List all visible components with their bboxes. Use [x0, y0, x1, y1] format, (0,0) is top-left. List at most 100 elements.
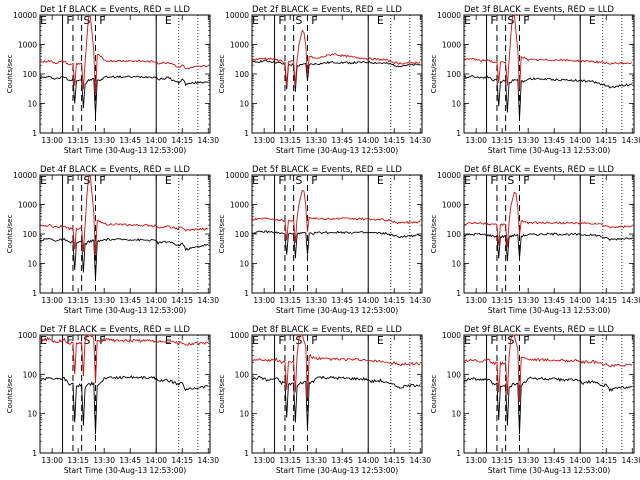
- x-axis-label: Start Time (30-Aug-13 12:53:00): [488, 466, 610, 475]
- y-tick-label: 10: [239, 100, 249, 109]
- plot-frame: [251, 14, 423, 134]
- interval-label: E: [464, 174, 471, 187]
- y-tick-label: 100: [23, 370, 38, 379]
- y-tick-label: 1000: [230, 331, 249, 340]
- x-tick-label: 14:30: [621, 136, 640, 145]
- x-tick-label: 14:00: [145, 456, 167, 465]
- interval-label: S: [83, 174, 90, 187]
- interval-label: E: [377, 334, 384, 347]
- chart-panel-1: Det 1f BLACK = Events, RED = LLD 1 10 100 10…: [6, 5, 219, 155]
- y-tick-label: 10000: [13, 11, 37, 20]
- x-tick-label: 14:00: [569, 456, 591, 465]
- interval-label: S: [507, 174, 514, 187]
- y-tick-label: 1: [456, 129, 461, 138]
- y-tick-label: 1000: [230, 41, 249, 50]
- x-tick-label: 14:30: [621, 456, 640, 465]
- x-tick-label: 14:00: [569, 136, 591, 145]
- y-tick-label: 10: [27, 260, 37, 269]
- series-line-events: [251, 59, 421, 92]
- x-tick-label: 13:00: [41, 456, 63, 465]
- interval-label: F: [490, 174, 496, 187]
- interval-label: E: [589, 174, 596, 187]
- y-tick-label: 100: [447, 230, 462, 239]
- interval-label: F: [278, 334, 284, 347]
- x-axis-label: Start Time (30-Aug-13 12:53:00): [276, 306, 398, 315]
- x-tick-label: 13:45: [331, 456, 353, 465]
- interval-label: S: [83, 334, 90, 347]
- y-tick-label: 10: [239, 410, 249, 419]
- x-tick-label: 13:00: [465, 136, 487, 145]
- x-tick-label: 13:00: [41, 296, 63, 305]
- series-line-lld: [463, 14, 633, 90]
- y-tick-label: 10000: [225, 171, 249, 180]
- interval-label: E: [377, 174, 384, 187]
- series-line-events: [251, 230, 421, 259]
- series-line-lld: [251, 29, 421, 86]
- y-tick-label: 100: [447, 370, 462, 379]
- chart-title: Det 9f BLACK = Events, RED = LLD: [464, 325, 614, 335]
- x-tick-label: 14:15: [171, 456, 193, 465]
- y-tick-label: 1: [456, 449, 461, 458]
- interval-label: F: [66, 334, 72, 347]
- x-tick-label: 13:15: [491, 456, 513, 465]
- plot-frame: [251, 334, 423, 454]
- y-tick-label: 1: [244, 129, 249, 138]
- x-tick-label: 13:30: [305, 136, 327, 145]
- y-tick-label: 1000: [18, 331, 37, 340]
- y-tick-label: 1: [32, 129, 37, 138]
- plot-frame: [39, 174, 211, 294]
- x-tick-label: 13:00: [253, 136, 275, 145]
- x-tick-label: 14:30: [409, 136, 431, 145]
- x-tick-label: 13:15: [67, 456, 89, 465]
- interval-label: F: [311, 174, 317, 187]
- series-line-events: [463, 75, 633, 119]
- x-axis-label: Start Time (30-Aug-13 12:53:00): [64, 146, 186, 155]
- y-tick-label: 10: [451, 260, 461, 269]
- x-tick-label: 13:45: [331, 296, 353, 305]
- chart-title: Det 7f BLACK = Events, RED = LLD: [40, 325, 190, 335]
- interval-label: E: [252, 334, 259, 347]
- chart-panel-3: Det 3f BLACK = Events, RED = LLD 1 10 100 10…: [430, 5, 640, 155]
- interval-label: E: [252, 14, 259, 27]
- y-axis-label: Counts/sec: [430, 55, 438, 94]
- x-tick-label: 13:15: [491, 136, 513, 145]
- series-line-lld: [39, 334, 209, 384]
- y-tick-label: 1000: [18, 41, 37, 50]
- x-tick-label: 13:30: [305, 296, 327, 305]
- interval-label: F: [311, 14, 317, 27]
- y-tick-label: 100: [235, 70, 250, 79]
- x-tick-label: 14:15: [171, 296, 193, 305]
- x-tick-label: 14:00: [357, 136, 379, 145]
- x-tick-label: 13:15: [279, 456, 301, 465]
- x-tick-label: 13:00: [253, 456, 275, 465]
- interval-label: E: [464, 14, 471, 27]
- y-tick-label: 1000: [442, 201, 461, 210]
- y-axis-label: Counts/sec: [6, 55, 14, 94]
- interval-label: E: [165, 174, 172, 187]
- interval-label: F: [278, 14, 284, 27]
- interval-label: E: [464, 334, 471, 347]
- y-axis-label: Counts/sec: [218, 55, 226, 94]
- interval-label: F: [311, 334, 317, 347]
- x-axis-label: Start Time (30-Aug-13 12:53:00): [276, 466, 398, 475]
- x-axis-label: Start Time (30-Aug-13 12:53:00): [488, 306, 610, 315]
- x-tick-label: 13:15: [67, 296, 89, 305]
- interval-label: S: [295, 14, 302, 27]
- series-line-lld: [251, 334, 421, 399]
- x-tick-label: 14:00: [569, 296, 591, 305]
- chart-panel-9: Det 9f BLACK = Events, RED = LLD 1 10 100 10…: [430, 325, 640, 475]
- y-tick-label: 10000: [225, 11, 249, 20]
- interval-label: F: [490, 334, 496, 347]
- y-tick-label: 10: [451, 410, 461, 419]
- y-axis-label: Counts/sec: [218, 215, 226, 254]
- chart-title: Det 6f BLACK = Events, RED = LLD: [464, 165, 614, 175]
- x-tick-label: 13:45: [543, 296, 565, 305]
- x-tick-label: 13:15: [279, 296, 301, 305]
- y-tick-label: 1000: [18, 201, 37, 210]
- x-tick-label: 13:15: [279, 136, 301, 145]
- y-tick-label: 1000: [442, 41, 461, 50]
- interval-label: S: [295, 174, 302, 187]
- x-tick-label: 13:00: [41, 136, 63, 145]
- x-tick-label: 13:30: [93, 296, 115, 305]
- y-tick-label: 1: [456, 289, 461, 298]
